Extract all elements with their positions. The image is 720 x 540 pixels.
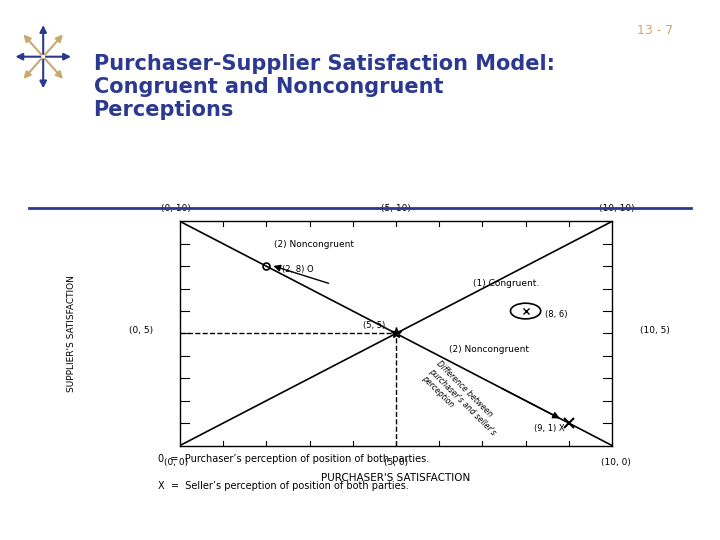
Text: (2) Noncongruent: (2) Noncongruent — [449, 346, 529, 354]
Text: (2) Noncongruent: (2) Noncongruent — [274, 240, 354, 249]
Text: (10, 10): (10, 10) — [598, 204, 634, 213]
Text: (10, 5): (10, 5) — [640, 327, 670, 335]
Text: PURCHASER'S SATISFACTION: PURCHASER'S SATISFACTION — [321, 474, 471, 483]
Text: (8, 6): (8, 6) — [545, 309, 567, 319]
Text: (5, 5): (5, 5) — [364, 321, 385, 330]
Text: (5, 10): (5, 10) — [381, 204, 411, 213]
Text: (10, 0): (10, 0) — [601, 457, 631, 467]
Text: (2, 8) O: (2, 8) O — [282, 265, 313, 274]
Text: Difference between
purchaser's and seller's
perception: Difference between purchaser's and selle… — [420, 359, 505, 444]
Text: Purchaser-Supplier Satisfaction Model:
Congruent and Noncongruent
Perceptions: Purchaser-Supplier Satisfaction Model: C… — [94, 54, 554, 120]
Text: X  =  Seller’s perception of position of both parties.: X = Seller’s perception of position of b… — [158, 481, 409, 491]
Text: (0, 10): (0, 10) — [161, 204, 191, 213]
Text: (9, 1) X: (9, 1) X — [534, 424, 565, 433]
Text: SUPPLIER'S SATISFACTION: SUPPLIER'S SATISFACTION — [68, 275, 76, 392]
Text: (0, 0): (0, 0) — [163, 457, 188, 467]
Text: 0  =  Purchaser’s perception of position of both parties.: 0 = Purchaser’s perception of position o… — [158, 454, 430, 464]
Text: 13 - 7: 13 - 7 — [637, 24, 673, 37]
Text: (0, 5): (0, 5) — [129, 327, 153, 335]
Text: (1) Congruent.: (1) Congruent. — [473, 279, 539, 288]
Text: (5, 0): (5, 0) — [384, 457, 408, 467]
